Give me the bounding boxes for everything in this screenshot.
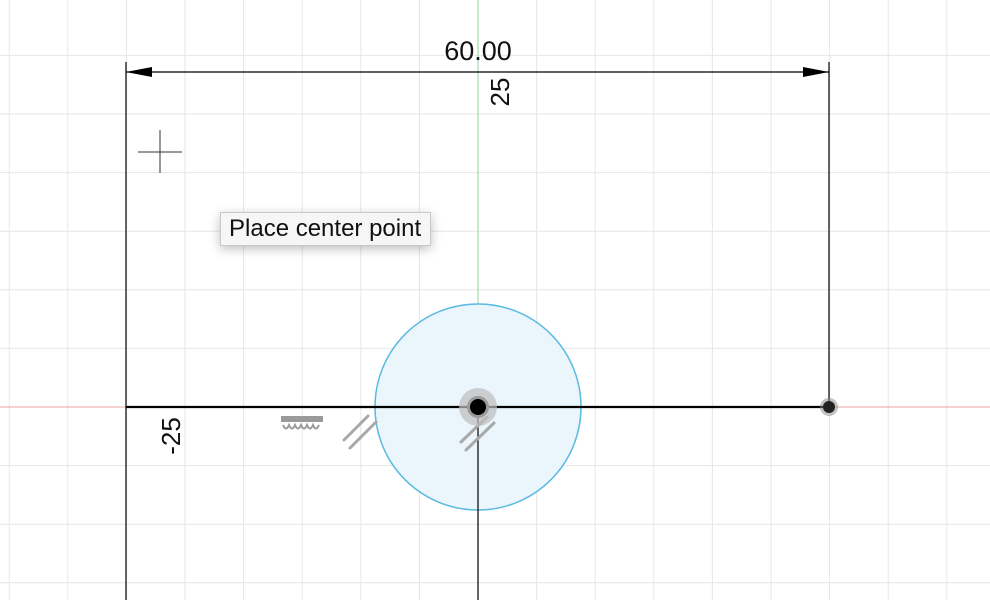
center-point-icon[interactable] bbox=[459, 388, 497, 426]
place-center-point-tooltip: Place center point bbox=[220, 212, 432, 246]
crosshair-icon bbox=[138, 130, 182, 173]
parallel-constraint-icon[interactable] bbox=[342, 414, 378, 450]
dimension-arrow-left bbox=[126, 67, 152, 77]
endpoint-icon[interactable] bbox=[820, 398, 838, 416]
y-axis-label-top: 25 bbox=[485, 78, 515, 107]
dimension-arrow-right bbox=[803, 67, 829, 77]
horizontal-dimension-value[interactable]: 60.00 bbox=[444, 36, 512, 66]
horizontal-constraint-icon[interactable] bbox=[281, 416, 323, 430]
y-axis-label-bottom: -25 bbox=[156, 417, 186, 455]
